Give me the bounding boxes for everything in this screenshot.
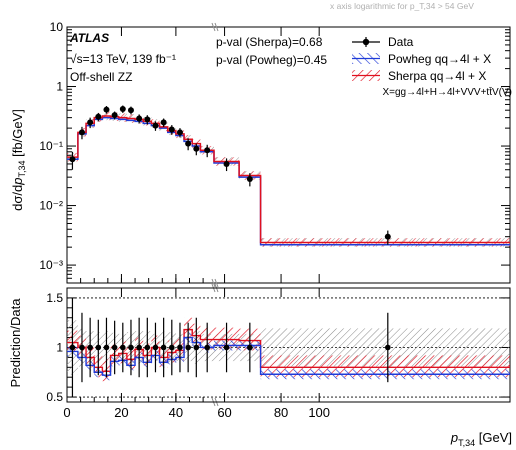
data-point — [95, 113, 102, 120]
ratio-data-point — [87, 344, 93, 351]
ratio-tick-label: 1 — [56, 340, 63, 354]
x-tick-label: 40 — [169, 405, 183, 420]
ratio-data-point — [120, 344, 126, 351]
data-point — [152, 122, 159, 129]
legend: Data Powheg qq→4l + X Sherpa qq→4l + X — [352, 35, 491, 83]
data-point — [223, 160, 230, 167]
data-point — [185, 140, 192, 147]
y-tick-label: 10⁻³ — [39, 258, 63, 272]
ratio-data-point — [204, 344, 210, 351]
x-tick-label: 100 — [308, 405, 330, 420]
axis-break-mark — [214, 22, 219, 32]
process-note: X=gg→4l+H→4l+VVV+tt̄V(V) — [382, 86, 512, 98]
y-tick-label: 10⁻¹ — [39, 139, 63, 153]
energy-lumi-label: √s=13 TeV, 139 fb⁻¹ — [70, 52, 176, 66]
data-point — [193, 145, 200, 152]
atlas-label: ATLAS — [69, 31, 109, 45]
ratio-powheg-line — [67, 336, 510, 376]
ratio-data-point — [136, 344, 142, 351]
x-tick-label: 60 — [217, 405, 231, 420]
data-point — [144, 116, 151, 123]
ratio-panel: 0 20 40 60 80 100 0.5 1 1.5 — [46, 287, 511, 420]
axis-break-mark — [211, 22, 216, 32]
selection-label: Off-shell ZZ — [70, 70, 132, 84]
log-axis-note: x axis logarithmic for p_T,34 > 54 GeV — [330, 1, 474, 11]
axis-break-mark — [214, 278, 219, 288]
legend-sherpa-label: Sherpa qq→4l + X — [388, 69, 486, 83]
ratio-tick-label: 0.5 — [46, 390, 63, 404]
ratio-data-point — [169, 344, 175, 351]
data-point — [168, 126, 175, 133]
legend-powheg-label: Powheg qq→4l + X — [388, 52, 491, 66]
ratio-data-point — [95, 344, 102, 351]
legend-data-label: Data — [388, 35, 414, 49]
main-panel: 10⁻³ 10⁻² 10⁻¹ 1 10 — [39, 20, 511, 407]
ratio-data-point — [223, 344, 230, 351]
ratio-data-point — [69, 344, 76, 351]
ratio-data-point — [79, 344, 85, 351]
y-tick-label: 1 — [56, 80, 63, 94]
ratio-data-point — [152, 344, 159, 351]
data-point — [176, 129, 183, 136]
ratio-data-point — [247, 344, 253, 351]
ratio-data-point — [160, 344, 167, 351]
data-point — [103, 106, 110, 113]
data-point — [87, 119, 94, 126]
x-axis-label: pT,34 [GeV] — [450, 430, 512, 448]
x-tick-label: 80 — [274, 405, 288, 420]
ratio-data-point — [185, 344, 191, 351]
ratio-data-point — [385, 344, 391, 351]
data-point — [111, 112, 118, 119]
powheg-line — [67, 116, 510, 246]
data-point — [204, 147, 211, 154]
data-point — [127, 107, 134, 114]
pval-sherpa: p-val (Sherpa)=0.68 — [216, 35, 323, 49]
ratio-data-point — [193, 344, 200, 351]
data-point — [160, 119, 167, 126]
ratio-data-point — [177, 344, 183, 351]
ratio-tick-label: 1.5 — [46, 291, 63, 305]
data-point — [119, 105, 126, 112]
y-axis-label-top: dσ/dpT,34 [fb/GeV] — [10, 109, 27, 211]
x-tick-label: 0 — [63, 405, 70, 420]
sherpa-line — [67, 115, 510, 244]
ratio-data-point — [103, 344, 110, 351]
y-axis-label-bottom: Prediction/Data — [8, 298, 23, 388]
data-point — [78, 129, 85, 136]
data-point — [384, 233, 391, 240]
data-point — [69, 156, 76, 163]
y-tick-label: 10 — [50, 20, 64, 34]
ratio-data-point — [144, 344, 151, 351]
axis-break-mark — [211, 278, 216, 288]
x-tick-label: 20 — [114, 405, 128, 420]
ratio-data-point — [128, 344, 134, 351]
pval-powheg: p-val (Powheg)=0.45 — [216, 53, 327, 67]
data-point — [136, 115, 143, 122]
legend-data-dot — [362, 38, 370, 46]
ratio-data-point — [111, 344, 118, 351]
data-point — [246, 175, 253, 182]
y-tick-label: 10⁻² — [39, 199, 63, 213]
